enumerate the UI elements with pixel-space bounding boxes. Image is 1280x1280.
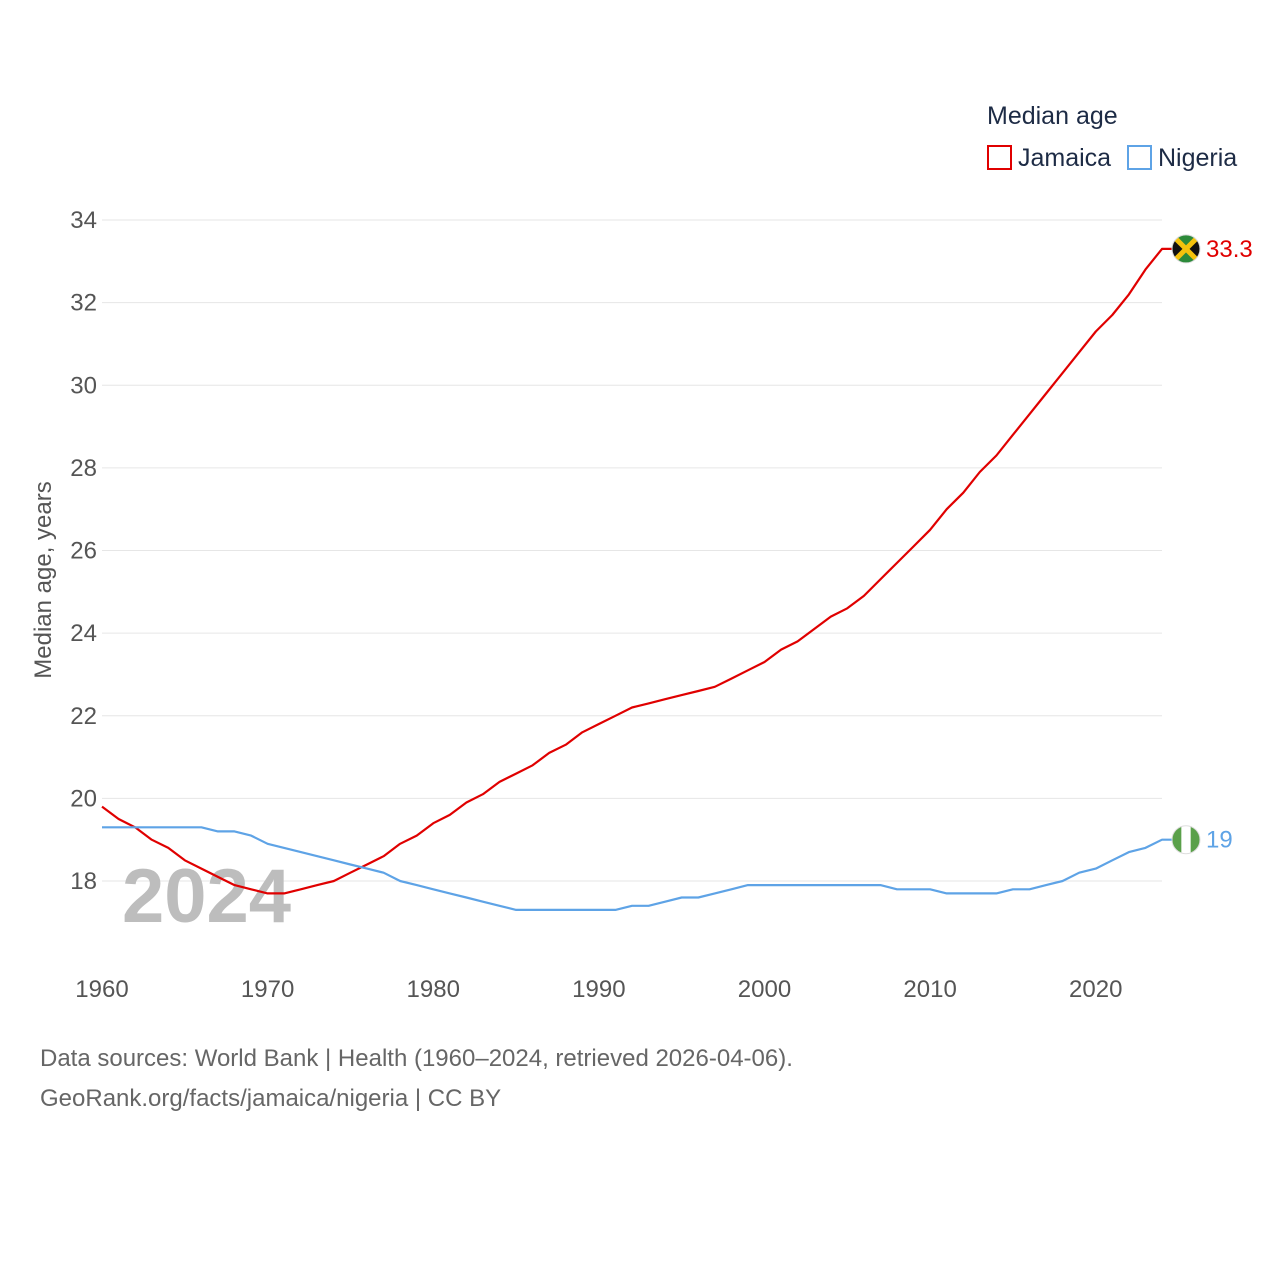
y-tick-label: 22: [70, 703, 97, 730]
nigeria-flag-icon: [1171, 825, 1201, 855]
legend-label-nigeria: Nigeria: [1158, 144, 1237, 172]
y-axis-label: Median age, years: [30, 481, 57, 678]
y-tick-label: 20: [70, 785, 97, 812]
y-tick-label: 28: [70, 455, 97, 482]
x-tick-label: 1970: [241, 976, 294, 1003]
legend-swatch-nigeria: [1127, 145, 1152, 170]
y-tick-label: 26: [70, 538, 97, 565]
x-tick-label: 1990: [572, 976, 625, 1003]
grid-lines: [102, 219, 1162, 882]
x-axis-ticks: 1960 1970 1980 1990 2000 2010 2020: [75, 976, 1122, 1003]
x-tick-label: 2000: [738, 976, 791, 1003]
x-tick-label: 2010: [903, 976, 956, 1003]
x-tick-label: 2020: [1069, 976, 1122, 1003]
legend: Median age Jamaica Nigeria: [987, 102, 1237, 172]
end-value-label-jamaica: 33.3: [1206, 236, 1253, 263]
series-lines: [101, 247, 1172, 912]
jamaica-flag-icon: [1171, 234, 1201, 264]
legend-item-jamaica[interactable]: Jamaica: [987, 144, 1111, 172]
y-tick-label: 18: [70, 868, 97, 895]
legend-item-nigeria[interactable]: Nigeria: [1127, 144, 1237, 172]
series-line-jamaica: [101, 247, 1172, 895]
series-end-markers: 33.3 19: [1171, 234, 1253, 855]
y-tick-label: 30: [70, 372, 97, 399]
y-tick-label: 34: [70, 207, 97, 234]
x-tick-label: 1980: [407, 976, 460, 1003]
y-tick-label: 32: [70, 290, 97, 317]
year-watermark: 2024: [122, 854, 291, 939]
y-tick-label: 24: [70, 620, 97, 647]
end-value-label-nigeria: 19: [1206, 827, 1233, 854]
legend-label-jamaica: Jamaica: [1018, 144, 1111, 172]
legend-title: Median age: [987, 102, 1118, 130]
y-axis-ticks: 18 20 22 24 26 28 30 32 34: [70, 207, 97, 895]
source-line: Data sources: World Bank | Health (1960–…: [40, 1045, 793, 1072]
x-tick-label: 1960: [75, 976, 128, 1003]
legend-swatch-jamaica: [987, 145, 1012, 170]
series-line-nigeria: [102, 826, 1172, 912]
source-link[interactable]: GeoRank.org/facts/jamaica/nigeria | CC B…: [40, 1085, 502, 1112]
